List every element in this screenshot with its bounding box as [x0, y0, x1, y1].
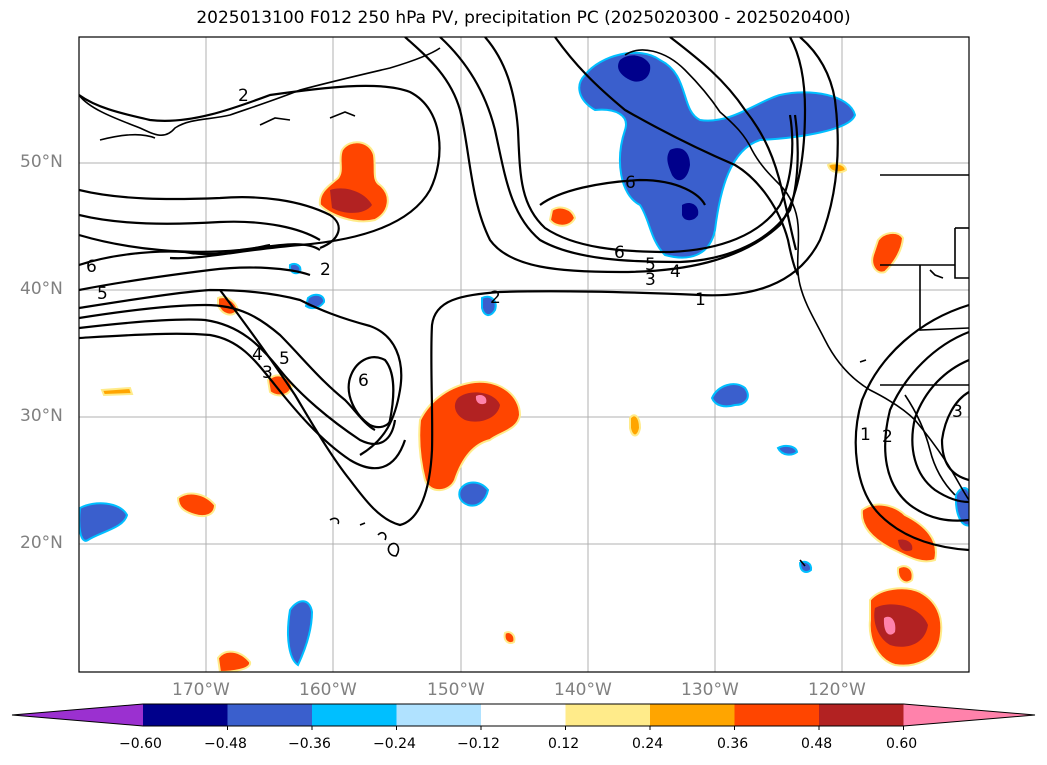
contour-label: 5 — [645, 255, 656, 275]
contour-label: 2 — [320, 260, 331, 280]
precip-blob-positive — [100, 386, 134, 397]
colorbar-segment — [143, 704, 228, 726]
contour-label: 3 — [262, 363, 273, 383]
precip-blob-negative — [682, 203, 699, 221]
precip-blob-negative — [798, 560, 813, 573]
precip-blob-negative — [618, 55, 651, 82]
pv-contours — [79, 37, 969, 552]
lat-label: 40°N — [20, 279, 63, 299]
colorbar — [11, 703, 1036, 730]
colorbar-extend-right — [903, 704, 1035, 726]
colorbar-tick-label: 0.12 — [548, 736, 580, 752]
precip-blob-positive — [548, 206, 577, 227]
colorbar-segment — [396, 704, 482, 726]
colorbar-segment — [312, 704, 397, 726]
map-title: 2025013100 F012 250 hPa PV, precipitatio… — [196, 8, 851, 28]
precip-blob-positive — [330, 188, 372, 213]
contour-label: 6 — [358, 371, 369, 391]
colorbar-segment — [227, 704, 313, 726]
colorbar-segment — [565, 704, 651, 726]
colorbar-tick-label: 0.60 — [886, 736, 918, 752]
precip-blob-positive — [871, 232, 905, 274]
precip-blob-negative — [287, 600, 314, 667]
precip-blob-positive — [503, 631, 516, 644]
precip-blob-positive — [874, 604, 928, 647]
map-area — [79, 37, 969, 672]
lon-label: 120°W — [808, 680, 866, 700]
lon-label: 160°W — [299, 680, 357, 700]
lon-label: 130°W — [681, 680, 739, 700]
precip-blob-negative — [776, 444, 799, 456]
precip-blob-negative — [667, 148, 690, 181]
contour-label: 3 — [952, 402, 963, 422]
precip-blob-negative — [710, 383, 749, 408]
colorbar-tick-label: 0.48 — [801, 736, 833, 752]
contour-label: 1 — [860, 425, 871, 445]
map-border — [78, 36, 970, 673]
lon-label: 170°W — [172, 680, 230, 700]
colorbar-segment — [650, 704, 735, 726]
precip-blob-positive — [898, 539, 913, 552]
contour-label: 6 — [614, 243, 625, 263]
contour-label: 3 — [645, 270, 656, 290]
colorbar-segment — [734, 704, 820, 726]
precip-blob-positive — [176, 492, 217, 518]
lon-label: 140°W — [554, 680, 612, 700]
precip-positive — [100, 141, 943, 672]
contour-label: 5 — [279, 349, 290, 369]
precip-blob-positive — [860, 503, 937, 563]
contour-label: 2 — [490, 288, 501, 308]
colorbar-tick-label: 0.36 — [717, 736, 749, 752]
colorbar-tick-label: −0.24 — [373, 736, 416, 752]
coastlines — [79, 47, 969, 567]
lat-label: 20°N — [20, 533, 63, 553]
precip-blob-positive — [629, 414, 642, 437]
colorbar-tick-label: −0.36 — [288, 736, 331, 752]
colorbar-tick-label: −0.12 — [457, 736, 500, 752]
colorbar-tick-label: 0.24 — [632, 736, 664, 752]
contour-label: 1 — [695, 290, 706, 310]
precip-blob-negative — [481, 295, 497, 316]
colorbar-outline — [11, 703, 1036, 727]
contour-label: 2 — [238, 86, 249, 106]
contour-label: 4 — [670, 262, 681, 282]
precip-blob-negative — [578, 51, 857, 259]
colorbar-segment — [481, 704, 566, 726]
contour-label: 5 — [97, 284, 108, 304]
colorbar-extend-left — [12, 704, 143, 726]
precip-blob-negative — [458, 481, 490, 507]
colorbar-tick-label: −0.60 — [119, 736, 162, 752]
contour-label: 4 — [252, 345, 263, 365]
precip-blob-positive — [454, 392, 500, 422]
graticule — [79, 37, 969, 672]
contour-label: 6 — [86, 257, 97, 277]
contour-label: 2 — [882, 427, 893, 447]
contour-label: 6 — [625, 173, 636, 193]
precip-blob-positive — [475, 394, 487, 405]
lat-label: 50°N — [20, 152, 63, 172]
precip-blob-positive — [896, 565, 914, 584]
precip-blob-negative — [79, 502, 129, 542]
lat-label: 30°N — [20, 406, 63, 426]
precip-blob-positive — [883, 616, 896, 635]
contour-labels: 2 6 5 2 4 3 5 6 2 6 5 4 3 1 1 2 3 6 — [86, 86, 963, 447]
precip-negative — [79, 51, 969, 667]
colorbar-segment — [819, 704, 904, 726]
colorbar-tick-label: −0.48 — [204, 736, 247, 752]
lon-label: 150°W — [427, 680, 485, 700]
